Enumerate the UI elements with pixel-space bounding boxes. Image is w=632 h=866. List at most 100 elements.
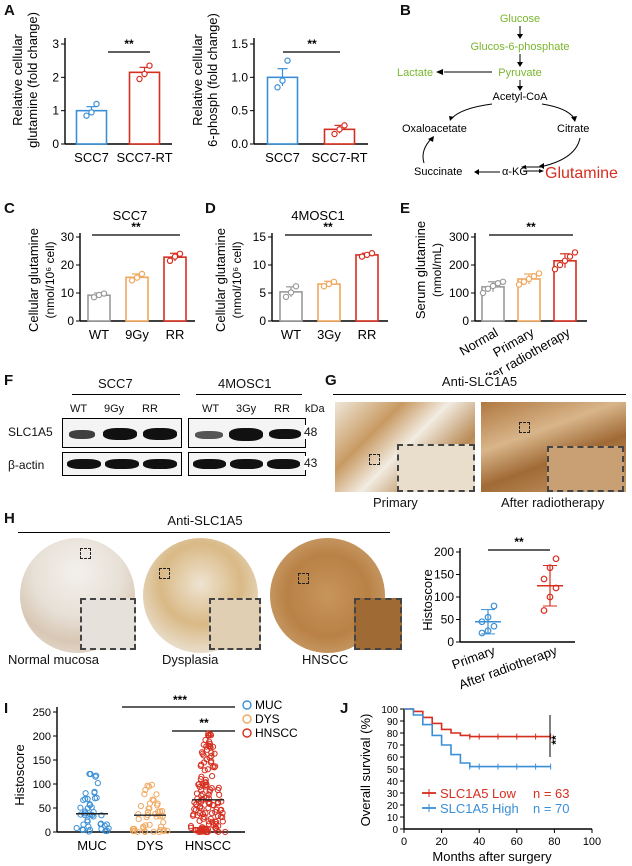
data-point <box>152 810 159 818</box>
d-y-tick-label: 15 <box>253 230 267 244</box>
data-point <box>92 773 99 780</box>
panel-f-western-blot: SCC7 4MOSC1 WT 9Gy RR WT 3Gy RR kDa SLC1… <box>0 370 325 476</box>
panel-label-h: H <box>4 510 15 527</box>
x-tick-label: RR <box>358 327 377 342</box>
b-pyruvate: Pyruvate <box>498 67 541 79</box>
data-point <box>146 62 153 69</box>
data-point <box>201 767 208 774</box>
b-akg: α-KG <box>502 166 528 178</box>
data-point <box>216 791 223 798</box>
d-ylabel-1: Cellular glutamine <box>213 228 228 332</box>
legend-n: n = 70 <box>533 801 570 816</box>
data-point <box>97 821 104 828</box>
data-point <box>208 773 216 780</box>
data-point <box>98 812 105 819</box>
data-point <box>166 257 174 265</box>
i-y-tick-label: 50 <box>39 803 51 815</box>
data-point <box>88 109 95 116</box>
c-y-tick-label: 30 <box>61 230 75 244</box>
h-y-tick-label: 150 <box>434 568 454 582</box>
i-sig-2: ** <box>199 716 209 730</box>
e-y-tick-label: 200 <box>449 258 469 272</box>
data-point <box>556 261 564 269</box>
data-point <box>368 250 376 257</box>
panel-label-f: F <box>4 372 14 389</box>
j-x-tick-label: 0 <box>401 836 407 848</box>
data-point <box>196 817 203 825</box>
legend-label: SLC1A5 Low <box>440 786 516 801</box>
data-point <box>341 122 348 129</box>
a-right-y-tick-label: 1.5 <box>231 37 248 51</box>
a-left-y-tick-label: 1 <box>52 104 59 118</box>
bar-RR <box>163 256 187 322</box>
data-point <box>552 555 560 563</box>
b-glutamine: Glutamine <box>545 165 618 182</box>
data-point <box>211 750 218 757</box>
f-blot-4mosc1-bactin <box>188 452 306 476</box>
j-y-tick-label: 60 <box>387 753 399 764</box>
f-row-label-bactin: β-actin <box>8 458 45 472</box>
data-point <box>146 821 153 828</box>
legend-label: HNSCC <box>255 726 298 740</box>
h-title: Anti-SLC1A5 <box>167 513 243 528</box>
h-y-tick-label: 200 <box>434 545 454 559</box>
f-group-scc7: SCC7 <box>98 376 133 391</box>
data-point <box>211 764 218 771</box>
data-point <box>153 791 160 798</box>
data-point <box>91 789 98 796</box>
i-y-tick-label: 250 <box>33 707 51 719</box>
data-point <box>87 811 94 818</box>
data-point <box>336 126 343 133</box>
j-y-tick-label: 0 <box>392 825 398 836</box>
data-point <box>209 819 216 826</box>
data-point <box>93 100 100 108</box>
data-point <box>222 828 229 836</box>
data-point <box>206 740 214 747</box>
f-mw-48: 48 <box>304 425 318 439</box>
data-point <box>73 825 80 832</box>
c-sig: ** <box>131 220 141 234</box>
data-point <box>84 795 91 803</box>
legend-marker <box>242 714 252 724</box>
data-point <box>140 825 147 832</box>
b-acetylcoa: Acetyl-CoA <box>492 91 548 103</box>
b-lactate: Lactate <box>397 67 433 79</box>
data-point <box>80 821 87 828</box>
panel-label-b: B <box>400 2 411 19</box>
a-left-y-tick-label: 2 <box>52 70 59 84</box>
j-y-tick-label: 40 <box>387 777 399 788</box>
panel-d: 4MOSC1 Cellular glutamine (nmol/10⁶ cell… <box>213 208 388 342</box>
km-curve-low <box>404 708 551 738</box>
data-point <box>219 809 226 817</box>
x-tick-label: SCC7-RT <box>311 150 367 165</box>
data-point <box>198 805 205 812</box>
e-ylabel-1: Serum glutamine <box>413 221 428 319</box>
e-y-tick-label: 0 <box>462 314 469 328</box>
x-tick-label: SCC7-RT <box>116 150 172 165</box>
h-y-tick-label: 50 <box>441 613 455 627</box>
j-xlabel: Months after surgery <box>432 849 552 864</box>
f-row-label-slc1a5: SLC1A5 <box>8 425 53 439</box>
data-point <box>160 827 168 834</box>
c-y-tick-label: 10 <box>61 286 75 300</box>
a-right-sig: ** <box>307 37 317 51</box>
data-point <box>198 786 205 794</box>
data-point <box>95 291 103 299</box>
data-point <box>525 275 533 283</box>
data-point <box>219 813 226 821</box>
data-point <box>98 825 105 832</box>
data-point <box>566 253 574 260</box>
x-tick-label: 9Gy <box>125 327 149 342</box>
a-left-y-tick-label: 3 <box>52 37 59 51</box>
data-point <box>82 790 89 797</box>
data-point <box>202 736 209 744</box>
data-point <box>100 290 108 297</box>
f-group-4mosc1: 4MOSC1 <box>218 376 272 391</box>
legend-label: MUC <box>255 698 283 712</box>
a-right-y-tick-label: 1.0 <box>231 70 248 84</box>
legend-n: n = 63 <box>533 786 570 801</box>
h-scatter-sig: ** <box>514 535 524 549</box>
d-y-tick-label: 10 <box>253 258 267 272</box>
j-y-tick-label: 10 <box>387 813 399 824</box>
